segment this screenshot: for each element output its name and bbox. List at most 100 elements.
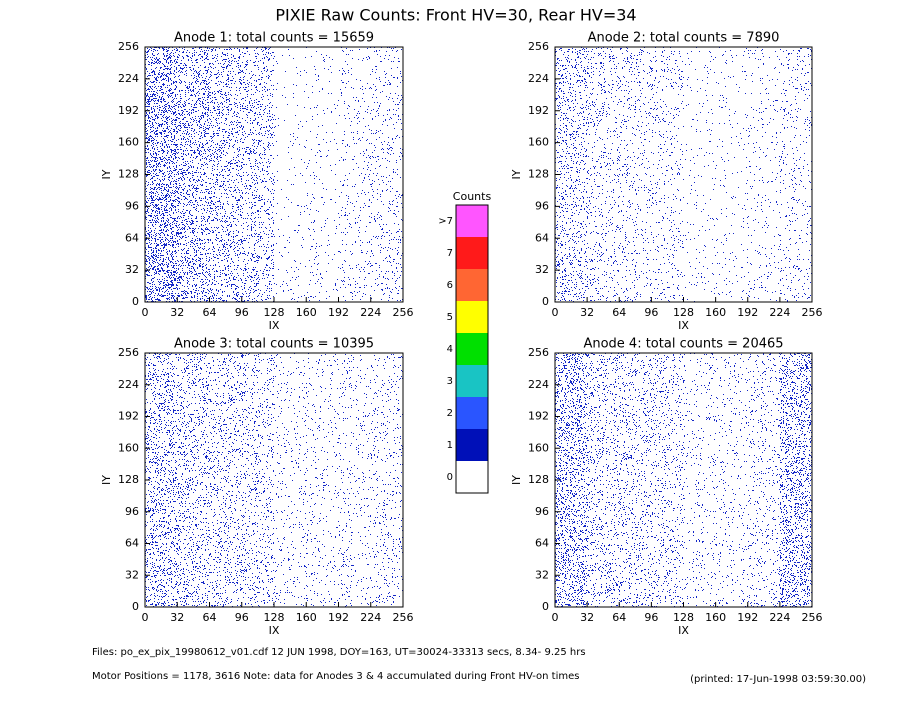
y-tick-label: 160	[528, 136, 549, 149]
y-tick-label: 32	[535, 263, 549, 276]
count-cell	[747, 353, 780, 384]
count-cell	[620, 416, 652, 448]
count-cell	[145, 416, 178, 449]
count-cell	[715, 480, 747, 512]
x-tick-label: 160	[705, 306, 726, 319]
count-cell	[339, 111, 370, 141]
colorbar-label: 2	[447, 408, 453, 419]
count-cell	[651, 207, 683, 238]
x-tick-label: 0	[552, 306, 559, 319]
count-cell	[747, 206, 780, 237]
count-cell	[749, 448, 780, 480]
x-tick-label: 96	[235, 611, 249, 624]
x-tick-label: 32	[580, 611, 594, 624]
count-cell	[684, 576, 716, 606]
count-cell	[306, 480, 339, 512]
count-cell	[209, 512, 242, 544]
count-cell	[748, 480, 780, 512]
count-cell	[241, 238, 274, 270]
y-tick-label: 0	[132, 295, 139, 308]
count-cell	[242, 110, 274, 143]
color-swatch	[456, 397, 488, 429]
y-tick-label: 0	[542, 295, 549, 308]
count-cell	[651, 47, 684, 79]
y-tick-label: 192	[118, 410, 139, 423]
x-tick-label: 256	[393, 306, 414, 319]
count-cell	[145, 575, 178, 607]
count-cell	[277, 143, 306, 174]
count-cell	[780, 48, 812, 78]
count-cell	[747, 575, 780, 607]
count-cell	[306, 385, 339, 417]
count-cell	[340, 270, 371, 301]
count-cell	[241, 142, 274, 175]
count-cell	[691, 112, 713, 142]
count-cell	[209, 353, 242, 385]
count-cell	[242, 511, 274, 544]
x-tick-label: 160	[296, 611, 317, 624]
y-axis-label: IY	[100, 475, 113, 485]
count-cell	[338, 512, 371, 544]
count-cell	[209, 174, 242, 207]
footer-files: Files: po_ex_pix_19980612_v01.cdf 12 JUN…	[92, 647, 586, 658]
count-cell	[620, 174, 651, 207]
count-cell	[716, 385, 748, 416]
count-cell	[209, 448, 242, 480]
count-cell	[372, 543, 403, 575]
count-cell	[371, 270, 403, 301]
count-cell	[748, 272, 779, 301]
count-cell	[651, 354, 684, 385]
count-cell	[370, 143, 403, 174]
y-tick-label: 224	[118, 378, 139, 391]
count-cell	[619, 448, 652, 480]
count-cell	[780, 238, 812, 270]
count-cell	[145, 448, 178, 480]
count-cell	[555, 78, 588, 111]
count-cell	[716, 575, 748, 607]
count-cell	[587, 143, 620, 175]
count-cell	[145, 512, 178, 544]
y-tick-label: 256	[528, 346, 549, 359]
count-cell	[145, 142, 178, 175]
count-cell	[306, 47, 333, 77]
count-cell	[779, 416, 812, 448]
count-cell	[177, 543, 210, 575]
count-cell	[555, 206, 588, 239]
count-cell	[555, 575, 587, 607]
x-tick-label: 160	[296, 306, 317, 319]
y-tick-label: 96	[535, 199, 549, 212]
count-cell	[370, 238, 403, 269]
count-cell	[719, 47, 747, 79]
count-cell	[555, 47, 588, 79]
count-cell	[587, 270, 620, 302]
color-swatch	[456, 333, 488, 365]
count-cell	[306, 512, 338, 543]
y-tick-label: 32	[125, 568, 139, 581]
count-cell	[555, 543, 587, 575]
count-cell	[241, 575, 274, 607]
x-tick-label: 0	[552, 611, 559, 624]
x-tick-label: 256	[802, 306, 823, 319]
x-tick-label: 160	[705, 611, 726, 624]
colorbar-label: 0	[447, 472, 453, 483]
count-cell	[177, 110, 210, 143]
x-tick-label: 64	[612, 611, 626, 624]
count-cell	[555, 270, 588, 302]
count-cell	[276, 480, 306, 512]
count-cell	[209, 206, 242, 239]
count-cell	[306, 143, 338, 175]
count-cell	[687, 175, 715, 206]
count-cell	[306, 449, 338, 479]
count-cell	[684, 448, 716, 479]
count-cell	[338, 575, 371, 607]
count-cell	[620, 543, 651, 575]
y-tick-label: 64	[535, 231, 549, 244]
count-cell	[555, 110, 587, 143]
color-swatch	[456, 429, 488, 461]
colorbar-label: 4	[447, 344, 453, 355]
count-cell	[339, 448, 371, 480]
count-cell	[779, 480, 812, 512]
count-cell	[242, 417, 274, 449]
count-cell	[683, 353, 716, 384]
count-cell	[242, 270, 274, 302]
